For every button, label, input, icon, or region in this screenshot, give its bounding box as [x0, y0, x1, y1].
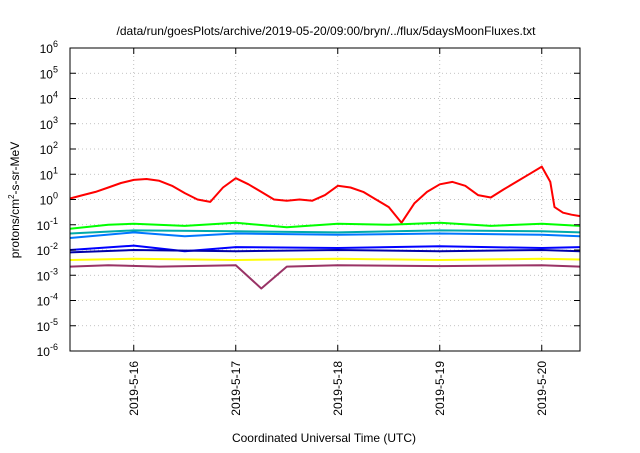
y-tick-exponent: -1 [50, 216, 58, 226]
y-tick-label: 103 [40, 115, 58, 132]
series-line [69, 231, 581, 239]
y-tick-exponent: -3 [50, 266, 58, 276]
y-tick-base: 10 [40, 143, 54, 157]
y-tick-label: 10-3 [37, 266, 58, 283]
series-line [69, 249, 581, 254]
y-tick-exponent: -6 [50, 342, 58, 352]
x-axis-label: Coordinated Universal Time (UTC) [232, 431, 416, 445]
y-tick-label: 10-2 [37, 241, 58, 258]
y-tick-label: 10-6 [37, 342, 58, 359]
y-tick-exponent: 6 [53, 39, 58, 49]
series-line [69, 165, 581, 224]
x-tick-label: 2019-5-17 [229, 361, 243, 416]
y-tick-label: 10-4 [37, 292, 58, 309]
grid [70, 48, 580, 351]
y-tick-exponent: -2 [50, 241, 58, 251]
y-tick-label: 105 [40, 64, 58, 81]
series-line [69, 229, 581, 235]
y-tick-base: 10 [37, 219, 51, 233]
y-tick-label: 101 [40, 165, 58, 182]
y-axis-label-sup: 2 [7, 194, 16, 199]
y-axis: 10-610-510-410-310-210-11001011021031041… [37, 39, 580, 359]
y-tick-label: 102 [40, 140, 58, 157]
y-tick-base: 10 [37, 269, 51, 283]
y-tick-label: 10-5 [37, 317, 58, 334]
series-line [69, 244, 581, 253]
x-tick-label: 2019-5-20 [535, 361, 549, 416]
y-tick-base: 10 [37, 345, 51, 359]
chart-title: /data/run/goesPlots/archive/2019-05-20/0… [117, 24, 537, 38]
y-tick-label: 104 [40, 90, 58, 107]
y-tick-base: 10 [40, 194, 54, 208]
y-tick-base: 10 [37, 244, 51, 258]
y-tick-exponent: -4 [50, 292, 58, 302]
y-tick-exponent: 3 [53, 115, 58, 125]
y-tick-label: 100 [40, 191, 58, 208]
y-axis-label: protons/cm2-s-sr-MeV [7, 142, 22, 258]
y-tick-base: 10 [37, 295, 51, 309]
y-tick-base: 10 [40, 168, 54, 182]
y-tick-exponent: 1 [53, 165, 58, 175]
y-tick-exponent: 5 [53, 64, 58, 74]
x-tick-label: 2019-5-18 [331, 361, 345, 416]
y-axis-label-post: -s-sr-MeV [8, 142, 22, 195]
y-tick-exponent: -5 [50, 317, 58, 327]
x-tick-label: 2019-5-16 [127, 361, 141, 416]
y-tick-exponent: 4 [53, 90, 58, 100]
x-axis: 2019-5-16 2019-5-17 2019-5-18 2019-5-19 2019… [127, 48, 549, 416]
y-axis-label-pre: protons/cm [8, 199, 22, 258]
y-tick-exponent: 2 [53, 140, 58, 150]
series-line [69, 221, 581, 230]
y-tick-label: 106 [40, 39, 58, 56]
series-line [69, 264, 581, 290]
y-tick-base: 10 [37, 320, 51, 334]
y-tick-label: 10-1 [37, 216, 58, 233]
x-tick-label: 2019-5-19 [433, 361, 447, 416]
y-tick-base: 10 [40, 67, 54, 81]
y-tick-base: 10 [40, 118, 54, 132]
series-line [69, 257, 581, 261]
y-tick-base: 10 [40, 93, 54, 107]
series-layer [69, 165, 581, 290]
y-tick-base: 10 [40, 42, 54, 56]
y-tick-exponent: 0 [53, 191, 58, 201]
